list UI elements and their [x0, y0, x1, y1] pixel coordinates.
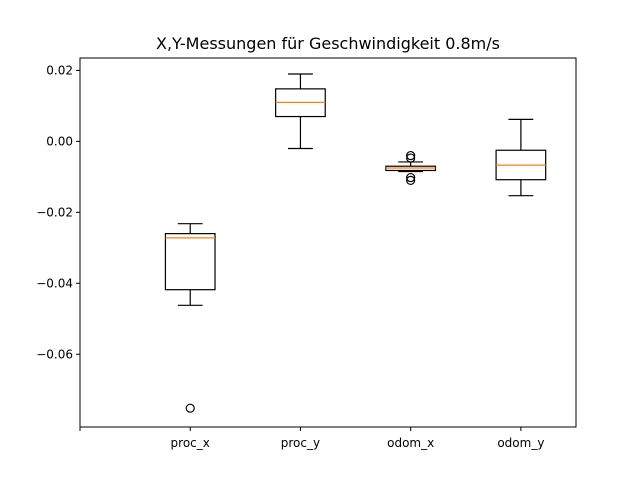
y-tick-label: 0.02 [46, 63, 73, 77]
flier-point [406, 172, 416, 183]
y-tick-label: −0.06 [36, 347, 73, 361]
box-proc_y [275, 73, 326, 150]
x-tick-label: proc_y [281, 436, 320, 450]
y-axis: −0.06 −0.04 −0.02 0.00 0.02 [36, 63, 80, 361]
y-tick-label: −0.02 [36, 205, 73, 219]
box-odom_x [385, 150, 437, 186]
y-tick-label: 0.00 [46, 134, 73, 148]
plot-content [164, 73, 547, 413]
flier-point [406, 153, 416, 163]
box-odom_y [495, 118, 547, 197]
box-iqr [164, 233, 216, 291]
x-tick-label: proc_x [171, 436, 210, 450]
box-proc_x [164, 223, 216, 413]
plot-frame [79, 57, 577, 428]
x-axis: proc_x proc_y odom_x odom_y [79, 427, 544, 450]
flier-point [406, 150, 416, 161]
y-tick-label: −0.04 [36, 276, 73, 290]
chart-title: X,Y-Messungen für Geschwindigkeit 0.8m/s [156, 34, 500, 53]
x-tick-label: odom_x [387, 436, 434, 450]
x-tick-label: odom_y [497, 436, 544, 450]
flier-point [406, 175, 416, 186]
flier-point [185, 403, 195, 413]
